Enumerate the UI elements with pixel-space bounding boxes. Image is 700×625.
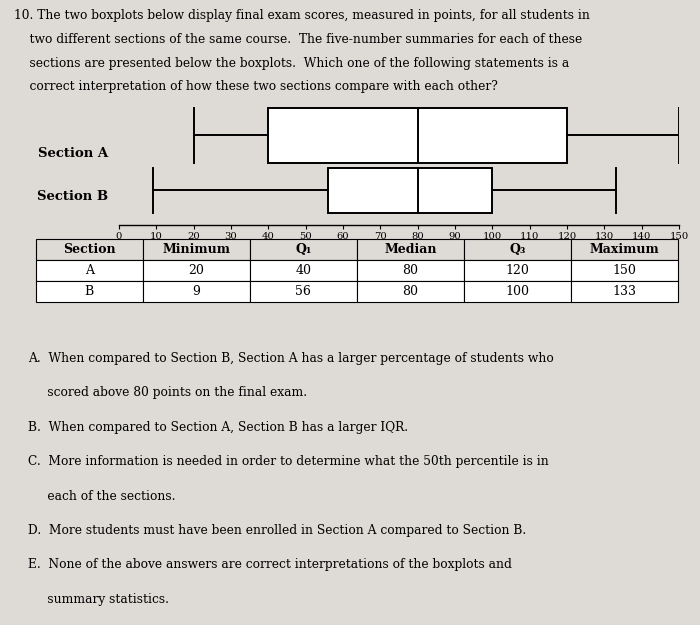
Text: D.  More students must have been enrolled in Section A compared to Section B.: D. More students must have been enrolled… xyxy=(27,524,526,537)
Bar xyxy=(328,168,492,212)
Text: summary statistics.: summary statistics. xyxy=(27,592,169,606)
Text: 10. The two boxplots below display final exam scores, measured in points, for al: 10. The two boxplots below display final… xyxy=(14,9,590,22)
Text: C.  More information is needed in order to determine what the 50th percentile is: C. More information is needed in order t… xyxy=(27,455,548,468)
Text: scored above 80 points on the final exam.: scored above 80 points on the final exam… xyxy=(27,386,307,399)
Text: correct interpretation of how these two sections compare with each other?: correct interpretation of how these two … xyxy=(14,80,498,93)
Text: A.  When compared to Section B, Section A has a larger percentage of students wh: A. When compared to Section B, Section A… xyxy=(27,352,553,365)
Text: Section A: Section A xyxy=(38,147,108,159)
X-axis label: Exam Scores: Exam Scores xyxy=(352,244,446,257)
Text: Section B: Section B xyxy=(37,191,108,203)
Text: E.  None of the above answers are correct interpretations of the boxplots and: E. None of the above answers are correct… xyxy=(27,558,512,571)
Text: each of the sections.: each of the sections. xyxy=(27,489,175,502)
Text: two different sections of the same course.  The five-number summaries for each o: two different sections of the same cours… xyxy=(14,33,582,46)
Text: B.  When compared to Section A, Section B has a larger IQR.: B. When compared to Section A, Section B… xyxy=(27,421,407,434)
Text: sections are presented below the boxplots.  Which one of the following statement: sections are presented below the boxplot… xyxy=(14,57,569,69)
Bar xyxy=(268,107,567,162)
